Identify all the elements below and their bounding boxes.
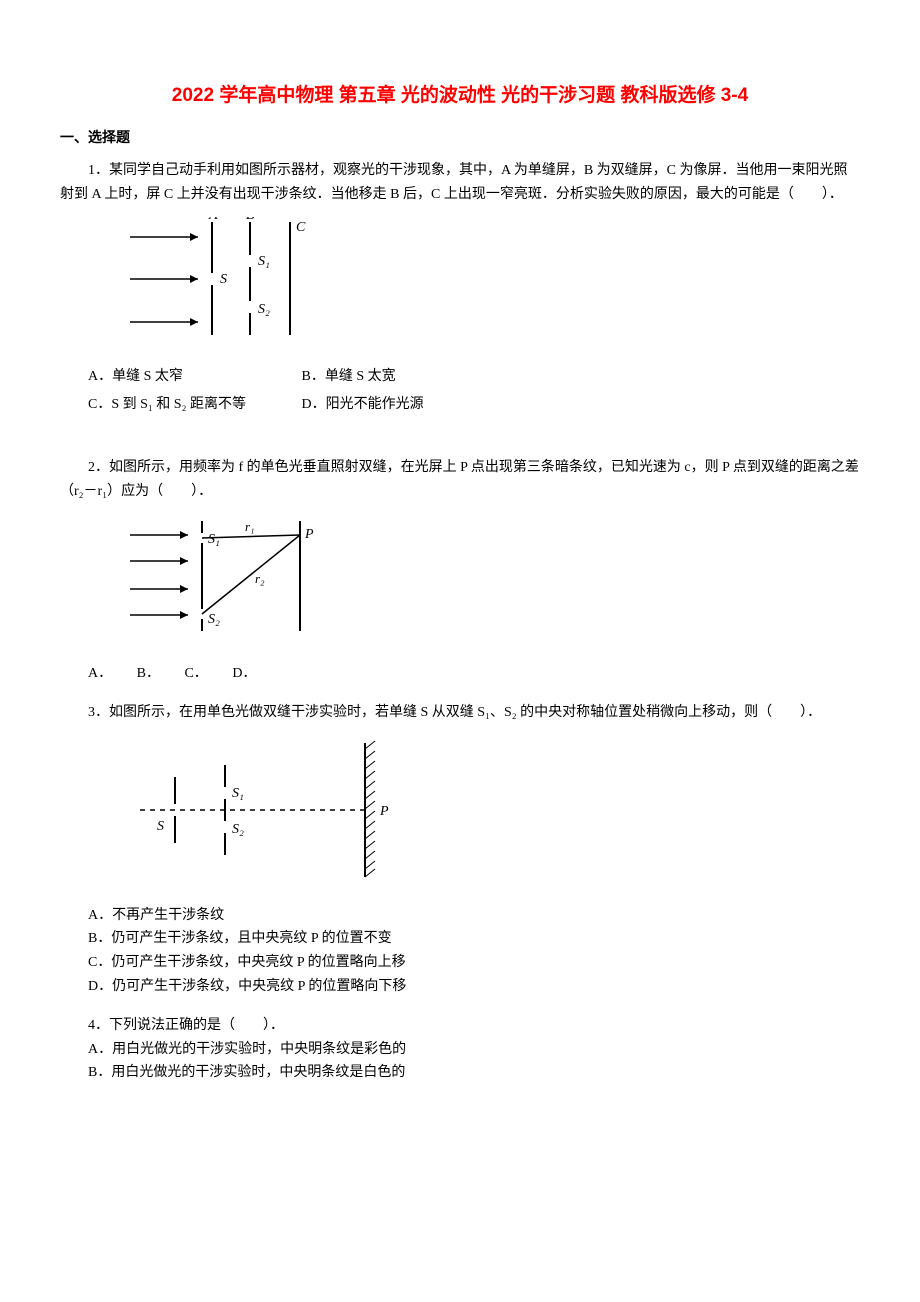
q2-option-d: D． [232,666,256,681]
q2-diagram: S₁ S₂ P r₁ r₂ [130,513,350,643]
svg-text:S₂: S₂ [232,822,244,837]
question-4: 4．下列说法正确的是（ ）． A．用白光做光的干涉实验时，中央明条纹是彩色的 B… [60,1014,860,1085]
q3-text: 3．如图所示，在用单色光做双缝干涉实验时，若单缝 S 从双缝 S₁、S₂ 的中央… [60,701,860,725]
svg-text:P: P [304,527,314,542]
q2-figure: S₁ S₂ P r₁ r₂ [130,513,860,652]
question-1: 1．某同学自己动手利用如图所示器材，观察光的干涉现象，其中，A 为单缝屏，B 为… [60,159,860,417]
q3-option-d: D．仍可产生干涉条纹，中央亮纹 P 的位置略向下移 [60,975,860,999]
svg-text:C: C [296,220,306,235]
svg-text:r₂: r₂ [255,571,265,586]
q3-diagram: S S₁ S₂ [130,735,420,885]
svg-text:r₁: r₁ [245,519,255,534]
q1-text: 1．某同学自己动手利用如图所示器材，观察光的干涉现象，其中，A 为单缝屏，B 为… [60,159,860,207]
q3-option-c: C．仍可产生干涉条纹，中央亮纹 P 的位置略向上移 [60,951,860,975]
svg-text:S: S [157,819,164,834]
q1-option-d: D．阳光不能作光源 [302,393,512,417]
question-3: 3．如图所示，在用单色光做双缝干涉实验时，若单缝 S 从双缝 S₁、S₂ 的中央… [60,701,860,999]
svg-text:B: B [246,217,255,223]
svg-text:P: P [379,804,389,819]
section-heading-1: 一、选择题 [60,127,860,151]
svg-text:S₂: S₂ [258,302,270,317]
q2-option-b: B． [137,666,160,681]
q3-figure: S S₁ S₂ [130,735,860,894]
svg-text:S: S [220,272,227,287]
q4-option-b: B．用白光做光的干涉实验时，中央明条纹是白色的 [60,1061,860,1085]
q2-option-a: A． [88,666,112,681]
q2-text: 2．如图所示，用频率为 f 的单色光垂直照射双缝，在光屏上 P 点出现第三条暗条… [60,456,860,504]
q1-option-a: A．单缝 S 太窄 [88,365,298,389]
svg-text:S₂: S₂ [208,612,220,627]
q1-option-c: C．S 到 S₁ 和 S₂ 距离不等 [88,393,298,417]
svg-text:A: A [208,217,218,223]
svg-text:S₁: S₁ [232,786,244,801]
q4-option-a: A．用白光做光的干涉实验时，中央明条纹是彩色的 [60,1038,860,1062]
q3-option-b: B．仍可产生干涉条纹，且中央亮纹 P 的位置不变 [60,927,860,951]
q1-figure: A S B S₁ S₂ C [130,217,860,356]
document-title: 2022 学年高中物理 第五章 光的波动性 光的干涉习题 教科版选修 3-4 [60,80,860,112]
q3-option-a: A．不再产生干涉条纹 [60,904,860,928]
q4-text: 4．下列说法正确的是（ ）． [60,1014,860,1038]
svg-text:S₁: S₁ [258,254,270,269]
q1-option-b: B．单缝 S 太宽 [302,365,512,389]
q1-diagram: A S B S₁ S₂ C [130,217,340,347]
question-2: 2．如图所示，用频率为 f 的单色光垂直照射双缝，在光屏上 P 点出现第三条暗条… [60,456,860,686]
svg-text:S₁: S₁ [208,532,220,547]
q2-option-c: C． [184,666,207,681]
